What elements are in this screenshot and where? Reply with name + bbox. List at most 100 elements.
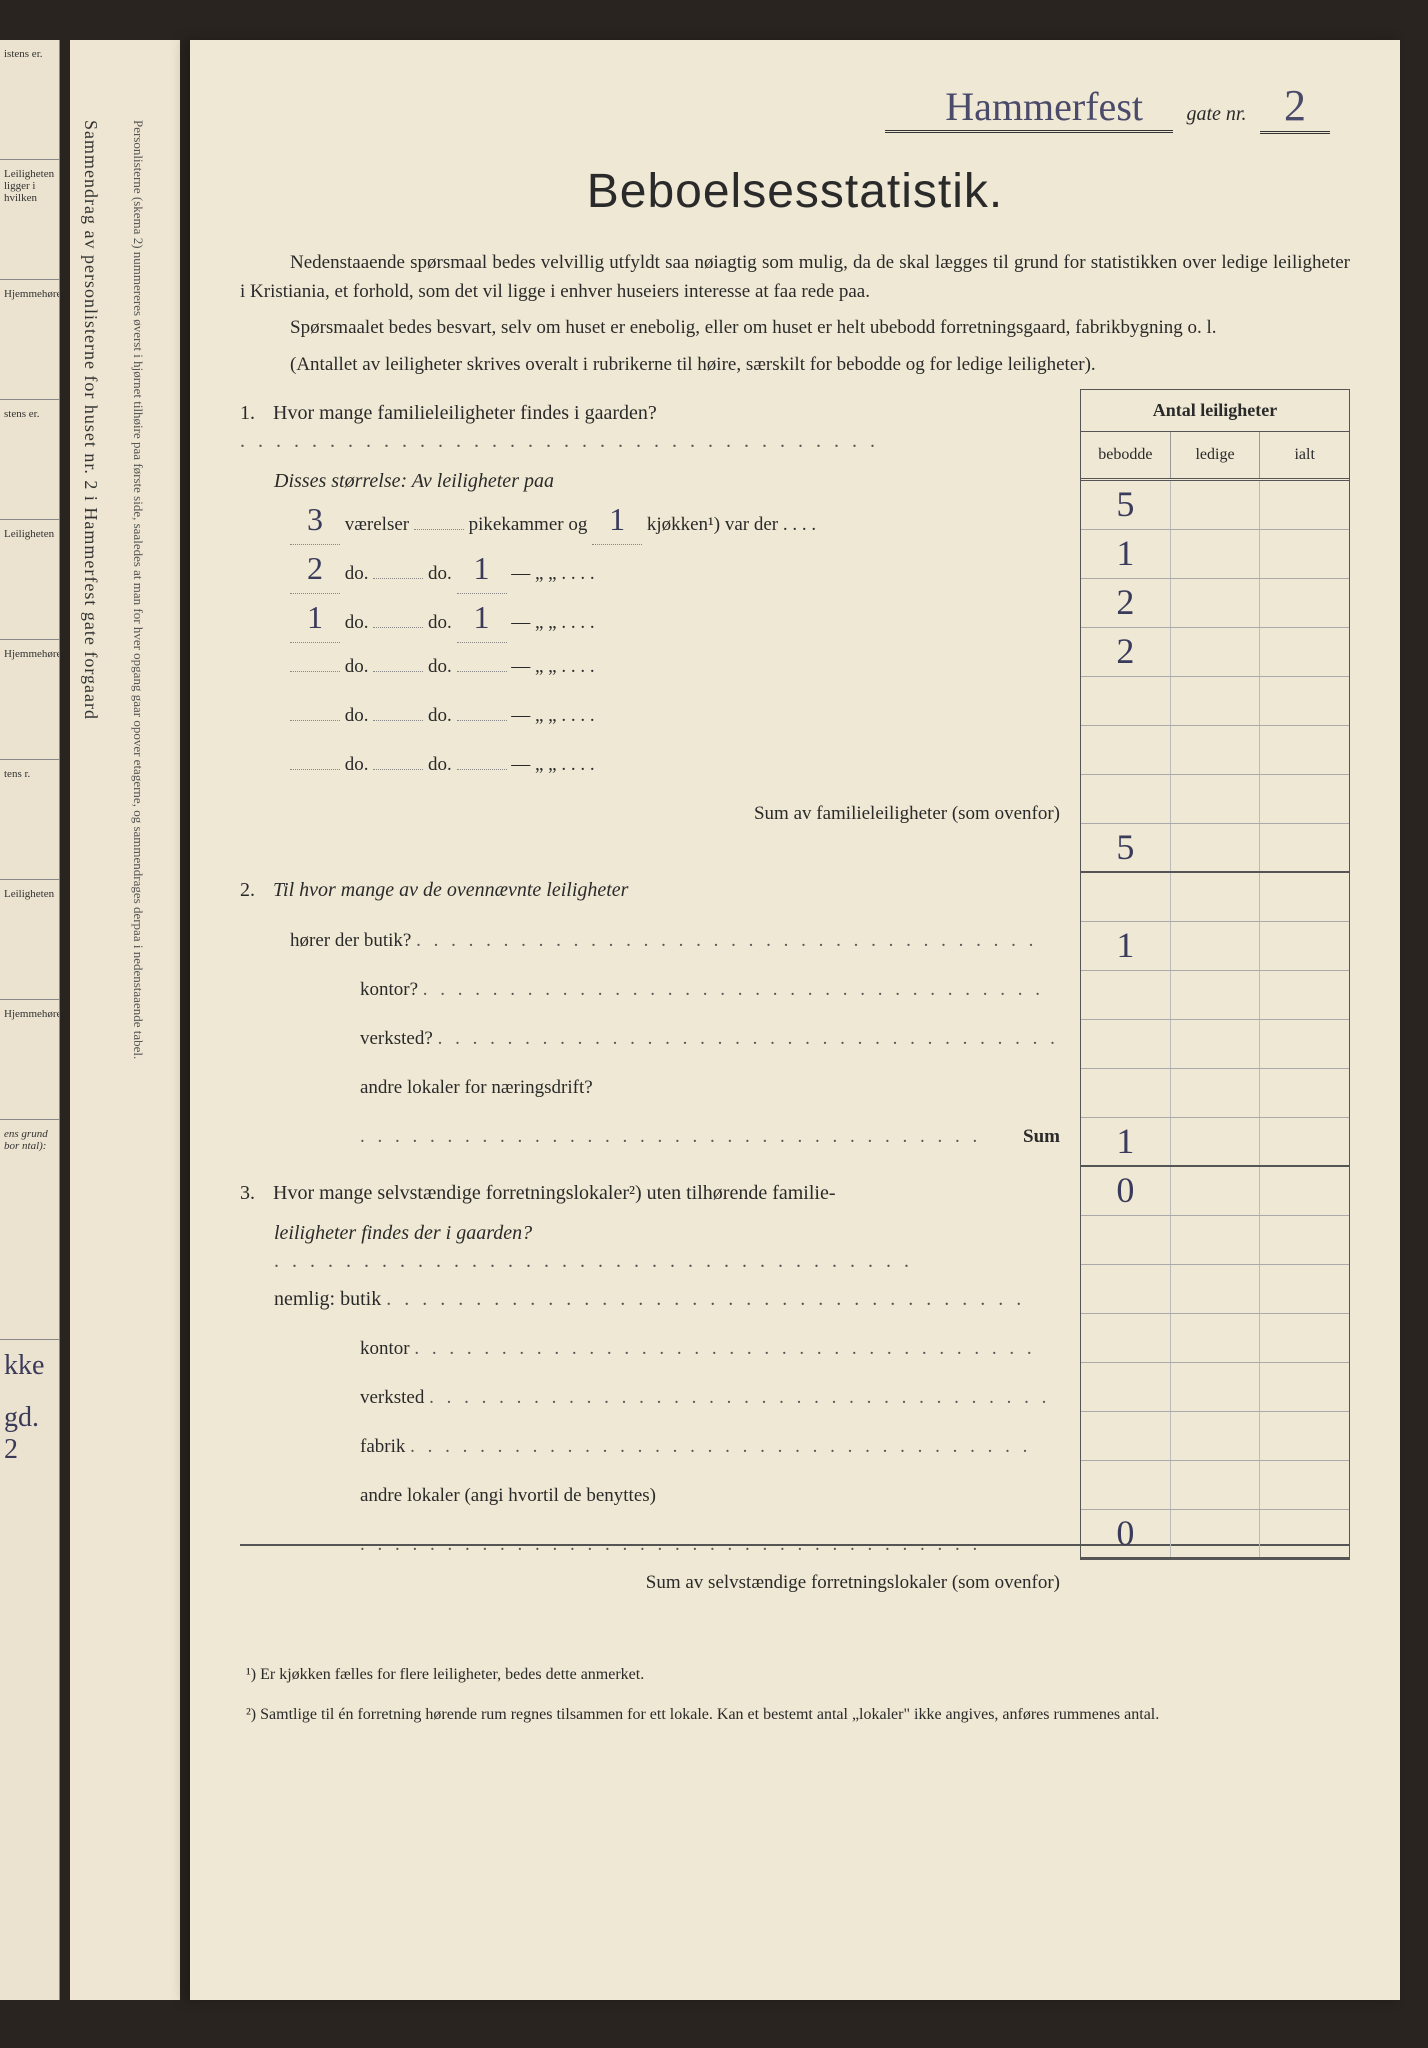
left-cell: Leiligheten ligger i hvilken	[0, 160, 59, 280]
questions-column: 1. Hvor mange familieleiligheter findes …	[240, 399, 1070, 1607]
kjokken-value: 1	[592, 495, 642, 545]
table-cell	[1171, 530, 1261, 578]
handwritten-fragment: kke	[0, 1340, 59, 1392]
main-form-page: Hammerfest gate nr. 2 Beboelsesstatistik…	[190, 40, 1400, 2000]
size-row: do. do. — „ „ . . . .	[240, 691, 1070, 740]
table-row	[1081, 971, 1349, 1020]
table-row	[1081, 873, 1349, 922]
intro-para-3: (Antallet av leiligheter skrives overalt…	[240, 351, 1350, 380]
table-cell	[1171, 1265, 1261, 1313]
q1-text: Hvor mange familieleiligheter findes i g…	[273, 402, 657, 424]
street-name-handwritten: Hammerfest	[885, 83, 1173, 133]
size-row: 3 værelser pikekammer og 1 kjøkken¹) var…	[240, 495, 1070, 544]
intro-para-1: Nedenstaaende spørsmaal bedes velvillig …	[240, 249, 1350, 306]
left-cell: istens er.	[0, 40, 59, 160]
table-cell	[1171, 1314, 1261, 1362]
table-cell: 2	[1081, 579, 1171, 627]
q2-line: verksted?	[240, 1014, 1070, 1063]
q2-line: andre lokaler for næringsdrift?	[240, 1063, 1070, 1112]
table-cell	[1171, 873, 1261, 921]
table-cell	[1171, 1461, 1261, 1509]
table-cell	[1260, 873, 1349, 921]
table-cell	[1260, 1461, 1349, 1509]
footnote-1: ¹) Er kjøkken fælles for flere leilighet…	[240, 1663, 1350, 1687]
table-cell	[1260, 1069, 1349, 1117]
table-row: 1	[1081, 922, 1349, 971]
table-cell	[1260, 1314, 1349, 1362]
left-cell: Hjemmehørende¹)	[0, 1000, 59, 1120]
table-cell	[1081, 1265, 1171, 1313]
table-row: 1	[1081, 1118, 1349, 1167]
table-cell	[1171, 481, 1261, 529]
table-cell	[1171, 677, 1261, 725]
table-cell	[1260, 1118, 1349, 1165]
q2-text: Til hvor mange av de ovennævnte leilighe…	[273, 879, 628, 901]
left-cell: Hjemmehørende¹)	[0, 280, 59, 400]
table-cell	[1171, 1118, 1261, 1165]
q3-text-b: leiligheter findes der i gaarden?	[240, 1219, 1070, 1275]
kjokken-value	[457, 769, 507, 770]
table-cell: 2	[1081, 628, 1171, 676]
table-cell	[1081, 1412, 1171, 1460]
table-cell	[1260, 530, 1349, 578]
table-cell: 5	[1081, 481, 1171, 529]
kjokken-value: 1	[457, 544, 507, 594]
table-row	[1081, 677, 1349, 726]
table-cell: 1	[1081, 1118, 1171, 1165]
table-row: 1	[1081, 530, 1349, 579]
table-row	[1081, 1461, 1349, 1510]
question-2: 2. Til hvor mange av de ovennævnte leili…	[240, 876, 1070, 904]
kjokken-value	[457, 671, 507, 672]
table-cell	[1171, 1020, 1261, 1068]
table-cell	[1260, 824, 1349, 871]
q2-line: hører der butik?	[240, 916, 1070, 965]
table-cell: 1	[1081, 922, 1171, 970]
q2-line: kontor?	[240, 965, 1070, 1014]
table-row	[1081, 1020, 1349, 1069]
left-page-fragment: istens er. Leiligheten ligger i hvilken …	[0, 40, 60, 2000]
table-row: 0	[1081, 1510, 1349, 1559]
table-cell	[1081, 1216, 1171, 1264]
footnote-2: ²) Samtlige til én forretning hørende ru…	[240, 1703, 1350, 1727]
vaerelse-value	[290, 769, 340, 770]
table-cell	[1260, 971, 1349, 1019]
table-cell	[1260, 1412, 1349, 1460]
pikekammer-value	[373, 578, 423, 579]
table-cell	[1171, 628, 1261, 676]
table-row	[1081, 1265, 1349, 1314]
form-body: Antal leiligheter bebodde ledige ialt 51…	[240, 399, 1350, 1607]
table-cell	[1260, 628, 1349, 676]
page-title: Beboelsesstatistik.	[240, 164, 1350, 219]
house-number-handwritten: 2	[1260, 80, 1330, 134]
size-row: 1 do. do. 1 — „ „ . . . .	[240, 593, 1070, 642]
left-cell: tens r.	[0, 760, 59, 880]
scan-background: istens er. Leiligheten ligger i hvilken …	[0, 0, 1428, 2048]
gate-nr-label: gate nr.	[1187, 103, 1247, 125]
table-cell	[1260, 1216, 1349, 1264]
table-cell: 5	[1081, 824, 1171, 871]
table-cell	[1260, 775, 1349, 823]
table-row	[1081, 775, 1349, 824]
size-row: do. do. — „ „ . . . .	[240, 740, 1070, 789]
count-table: Antal leiligheter bebodde ledige ialt 51…	[1080, 389, 1350, 1560]
left-cell: ens grund bor ntal):	[0, 1120, 59, 1340]
table-cell	[1171, 1167, 1261, 1215]
q3-nemlig: nemlig: butik	[240, 1275, 1070, 1324]
table-cell	[1260, 922, 1349, 970]
table-row: 5	[1081, 824, 1349, 873]
table-cell	[1260, 1363, 1349, 1411]
q1-disses: Disses størrelse: Av leiligheter paa	[240, 467, 1070, 495]
table-cell	[1081, 775, 1171, 823]
table-cell	[1171, 579, 1261, 627]
table-cell	[1171, 775, 1261, 823]
pikekammer-value	[373, 671, 423, 672]
table-row	[1081, 1216, 1349, 1265]
table-row	[1081, 1412, 1349, 1461]
vaerelse-value	[290, 671, 340, 672]
q1-sum: Sum av familieleiligheter (som ovenfor)	[240, 789, 1070, 838]
table-cell	[1171, 1216, 1261, 1264]
table-row	[1081, 1363, 1349, 1412]
table-cell	[1260, 726, 1349, 774]
vertical-note: Personlisterne (skema 2) nummereres øver…	[130, 120, 146, 1620]
q3-line: fabrik	[240, 1422, 1070, 1471]
